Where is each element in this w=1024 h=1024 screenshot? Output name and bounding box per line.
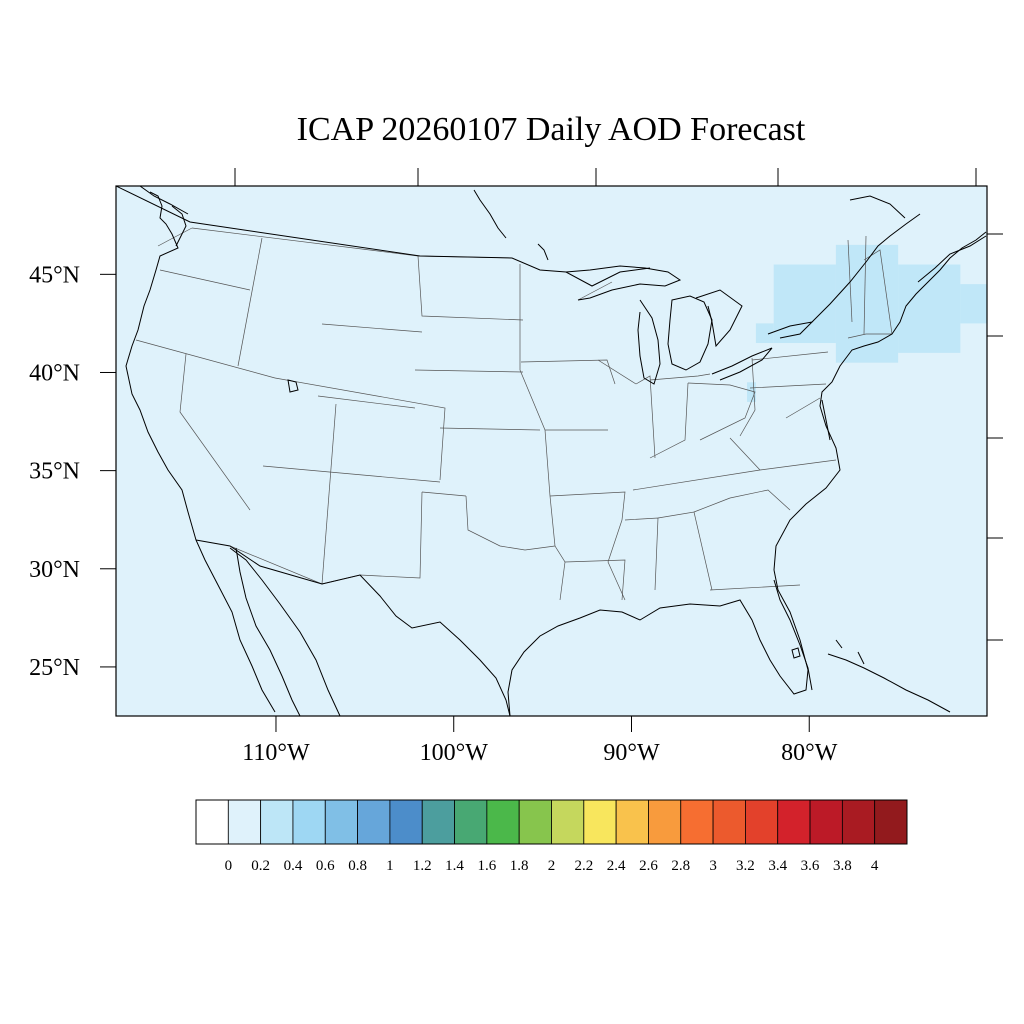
colorbar-label: 0.8 — [348, 858, 367, 874]
colorbar-label: 2.4 — [607, 858, 626, 874]
colorbar-swatch — [680, 799, 714, 845]
lat-tick-label: 30°N — [29, 557, 80, 583]
colorbar-swatch — [712, 799, 746, 845]
colorbar-label: 2 — [548, 858, 556, 874]
colorbar-label: 2.8 — [671, 858, 690, 874]
colorbar-swatch — [421, 799, 455, 845]
coastlines — [116, 186, 987, 716]
colorbar-swatch — [486, 799, 520, 845]
colorbar-swatch — [874, 799, 908, 845]
top-ticks — [234, 168, 977, 186]
colorbar-label: 0 — [225, 858, 233, 874]
aod-cell — [773, 264, 836, 344]
colorbar-label: 2.6 — [639, 858, 658, 874]
colorbar-label: 1.2 — [413, 858, 432, 874]
latitude-ticks: 45°N 40°N 35°N 30°N 25°N — [29, 262, 116, 681]
aod-cells — [747, 244, 987, 402]
colorbar — [195, 799, 908, 845]
lat-tick-label: 25°N — [29, 655, 80, 681]
map-title: ICAP 20260107 Daily AOD Forecast — [296, 111, 806, 148]
lat-tick-label: 35°N — [29, 459, 80, 485]
colorbar-swatch — [583, 799, 617, 845]
aod-cell — [898, 264, 961, 353]
colorbar-label: 4 — [871, 858, 879, 874]
colorbar-swatch — [454, 799, 488, 845]
lon-tick-label: 110°W — [242, 740, 310, 766]
colorbar-swatch — [648, 799, 682, 845]
colorbar-swatch — [357, 799, 391, 845]
colorbar-swatch — [777, 799, 811, 845]
colorbar-swatch — [389, 799, 423, 845]
aod-cell — [747, 382, 756, 402]
colorbar-swatch — [324, 799, 358, 845]
colorbar-label: 1.6 — [477, 858, 496, 874]
colorbar-label: 2.2 — [574, 858, 593, 874]
colorbar-label: 3.8 — [833, 858, 852, 874]
colorbar-label: 1 — [386, 858, 394, 874]
colorbar-swatch — [809, 799, 843, 845]
colorbar-label: 3.4 — [768, 858, 787, 874]
colorbar-swatch — [551, 799, 585, 845]
lat-tick-label: 45°N — [29, 262, 80, 288]
colorbar-label: 0.4 — [284, 858, 303, 874]
aod-cell — [960, 284, 987, 324]
colorbar-label: 0.6 — [316, 858, 335, 874]
colorbar-label: 3.2 — [736, 858, 755, 874]
state-borders — [135, 227, 893, 601]
lon-tick-label: 90°W — [603, 740, 660, 766]
colorbar-label: 1.8 — [510, 858, 529, 874]
colorbar-outline — [195, 799, 908, 845]
right-ticks — [987, 233, 1003, 641]
colorbar-label: 0.2 — [251, 858, 270, 874]
colorbar-swatch — [745, 799, 779, 845]
longitude-ticks: 110°W 100°W 90°W 80°W — [242, 716, 838, 766]
aod-cell — [755, 323, 774, 344]
colorbar-label: 3.6 — [801, 858, 820, 874]
colorbar-label: 3 — [709, 858, 717, 874]
colorbar-swatch — [260, 799, 294, 845]
colorbar-swatch — [227, 799, 262, 845]
colorbar-swatch — [841, 799, 876, 845]
lon-tick-label: 100°W — [420, 740, 489, 766]
lat-tick-label: 40°N — [29, 360, 80, 386]
colorbar-label: 1.4 — [445, 858, 464, 874]
colorbar-swatch — [615, 799, 649, 845]
map-frame — [115, 185, 988, 717]
colorbar-labels: 0 0.2 0.4 0.6 0.8 1 1.2 1.4 1.6 1.8 2 2.2 2.4 2.6 2.8 3… — [225, 858, 879, 874]
colorbar-swatch — [195, 799, 229, 845]
colorbar-swatch — [292, 799, 326, 845]
colorbar-swatch — [518, 799, 552, 845]
lon-tick-label: 80°W — [781, 740, 838, 766]
